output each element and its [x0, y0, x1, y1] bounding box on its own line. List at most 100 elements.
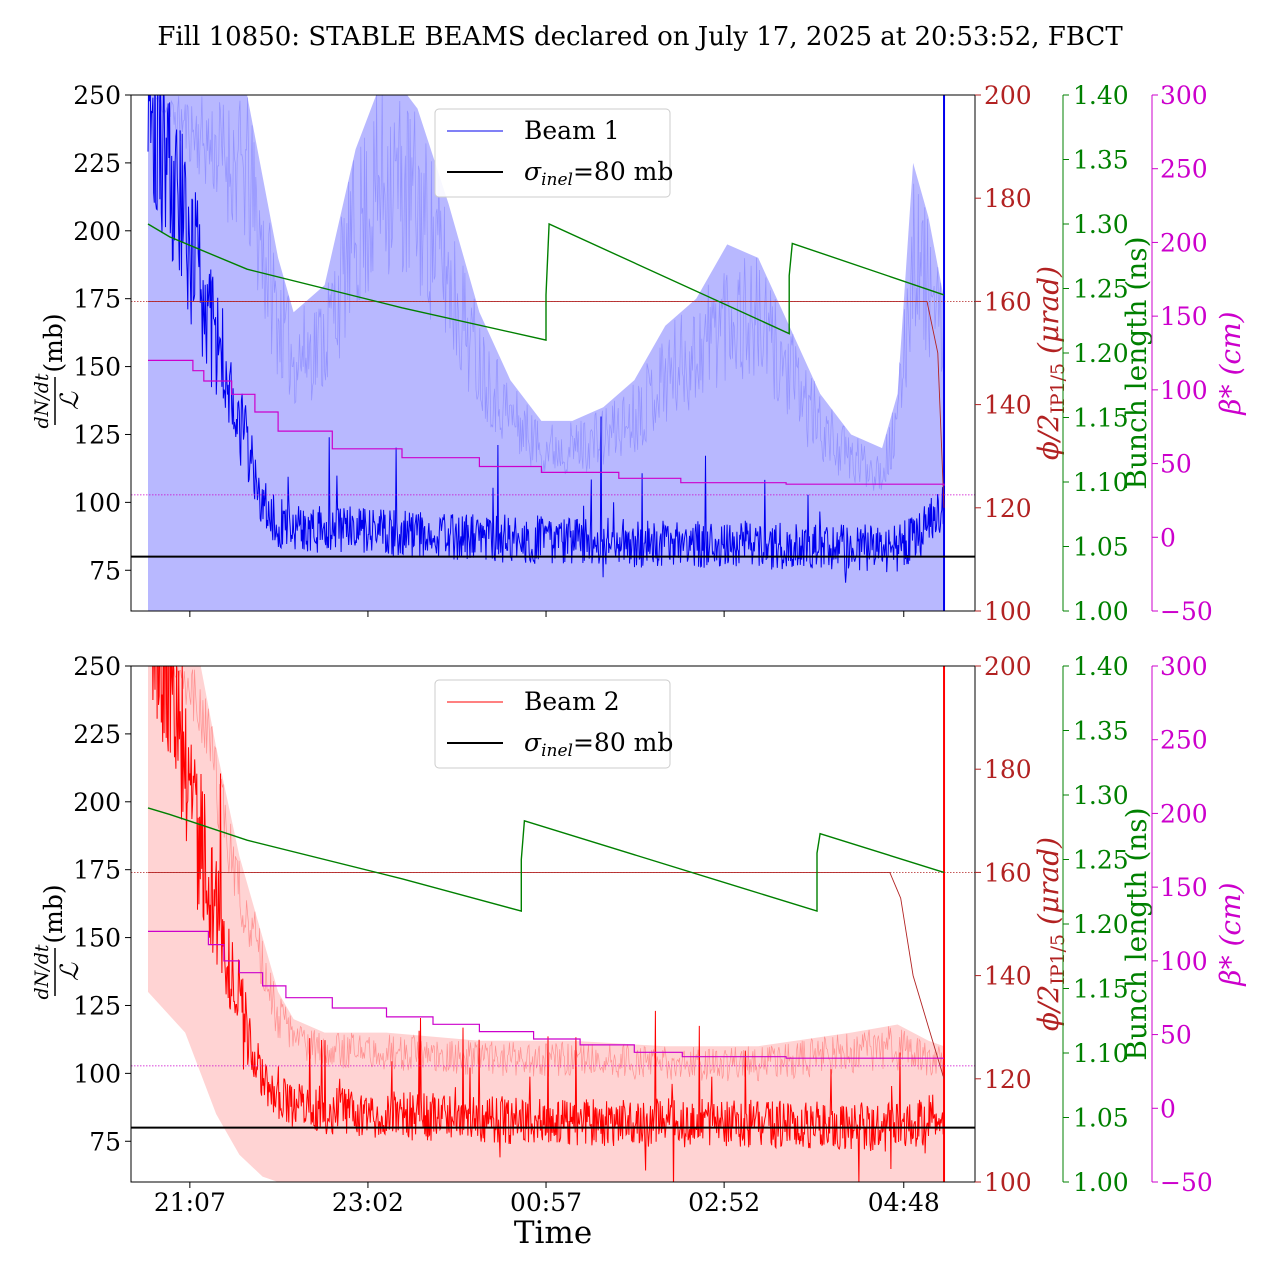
- series-beam1: [147, 95, 945, 583]
- phi-tick-label: 200: [984, 652, 1032, 681]
- panel-beam1: 75 100 125 150 175 200 225 250 dN/dt ℒ (mb) 100 120 1…: [31, 81, 1247, 626]
- phi-axis-label-beam2: ϕ/2IP1/5 (μrad): [1032, 837, 1069, 1031]
- bunch-axis-label-beam2: Bunch length (ns): [1120, 807, 1153, 1060]
- left-tick-label: 75: [89, 556, 121, 585]
- bunch-tick-label: 1.20: [1073, 339, 1129, 368]
- beta-tick-label: 50: [1160, 450, 1192, 479]
- beta-tick-label: 300: [1160, 652, 1208, 681]
- left-tick-label: 100: [73, 1059, 121, 1088]
- bunch-tick-label: 1.05: [1073, 1104, 1129, 1133]
- series-beam2: [152, 666, 945, 1182]
- beta-tick-label: 300: [1160, 81, 1208, 110]
- bunch-tick-label: 1.00: [1073, 1168, 1129, 1197]
- bunch-tick-label: 1.35: [1073, 717, 1129, 746]
- left-axis-label-numerator: dN/dt: [31, 944, 53, 999]
- phi-line-beam2: [148, 871, 945, 1079]
- x-tick-label: 02:52: [688, 1188, 760, 1217]
- phi-tick-label: 180: [984, 755, 1032, 784]
- beta-star-line-beam2: [148, 930, 944, 1059]
- x-tick-label: 21:07: [154, 1188, 226, 1217]
- phi-tick-label: 100: [984, 1168, 1032, 1197]
- left-axis-label-beam1: dN/dt ℒ (mb): [31, 313, 84, 428]
- beta-star-line-beam1: [148, 359, 945, 486]
- phi-tick-label: 120: [984, 494, 1032, 523]
- left-tick-label: 175: [73, 856, 121, 885]
- phi-axis-label-beam1: ϕ/2IP1/5 (μrad): [1032, 266, 1069, 460]
- bunch-tick-label: 1.40: [1073, 652, 1129, 681]
- left-tick-label: 125: [73, 991, 121, 1020]
- left-tick-label: 225: [73, 720, 121, 749]
- x-tick-label: 23:02: [332, 1188, 404, 1217]
- beta-tick-label: −50: [1160, 1168, 1213, 1197]
- left-tick-label: 200: [73, 788, 121, 817]
- beta-tick-label: 150: [1160, 873, 1208, 902]
- left-tick-label: 100: [73, 488, 121, 517]
- bunch-tick-label: 1.15: [1073, 975, 1129, 1004]
- phi-tick-label: 140: [984, 962, 1032, 991]
- beta-tick-label: 0: [1160, 523, 1176, 552]
- beta-tick-label: 150: [1160, 302, 1208, 331]
- left-tick-label: 250: [73, 652, 121, 681]
- band-trace-beam2: [169, 666, 944, 1082]
- phi-tick-label: 160: [984, 858, 1032, 887]
- left-tick-label: 150: [73, 924, 121, 953]
- legend-label-beam: Beam 2: [524, 687, 620, 716]
- left-tick-label: 150: [73, 353, 121, 382]
- beta-tick-label: 200: [1160, 228, 1208, 257]
- x-tick-label: 04:48: [868, 1188, 940, 1217]
- panel-beam2: 75 100 125 150 175 200 225 250 dN/dt ℒ (mb) 100 120 1…: [31, 652, 1247, 1217]
- left-axis-label-numerator: dN/dt: [31, 373, 53, 428]
- phi-tick-label: 180: [984, 184, 1032, 213]
- bunch-tick-label: 1.10: [1073, 1039, 1129, 1068]
- x-axis-label: Time: [514, 1215, 592, 1251]
- bunch-axis-label-beam1: Bunch length (ns): [1120, 236, 1153, 489]
- beta-tick-label: 250: [1160, 155, 1208, 184]
- left-axis-label-denominator: ℒ: [55, 962, 84, 981]
- bunch-tick-label: 1.35: [1073, 146, 1129, 175]
- plot-frame-beam1: [130, 94, 976, 612]
- bunch-length-line-beam1: [147, 222, 945, 341]
- chart-title: Fill 10850: STABLE BEAMS declared on Jul…: [157, 22, 1123, 52]
- bunch-tick-label: 1.15: [1073, 404, 1129, 433]
- left-tick-label: 75: [89, 1127, 121, 1156]
- beta-tick-label: 100: [1160, 947, 1208, 976]
- legend-label-sigma: σinel=80 mb: [524, 728, 673, 761]
- left-axis-label-beam2: dN/dt ℒ (mb): [31, 884, 84, 999]
- x-tick-label: 00:57: [510, 1188, 582, 1217]
- bunch-tick-label: 1.20: [1073, 910, 1129, 939]
- phi-tick-label: 160: [984, 287, 1032, 316]
- phi-tick-label: 140: [984, 391, 1032, 420]
- bunch-tick-label: 1.00: [1073, 597, 1129, 626]
- beta-tick-label: 250: [1160, 726, 1208, 755]
- phi-tick-label: 200: [984, 81, 1032, 110]
- left-tick-label: 250: [73, 81, 121, 110]
- left-axis-label-unit: (mb): [39, 313, 68, 372]
- beta-tick-label: 100: [1160, 376, 1208, 405]
- legend-label-beam: Beam 1: [524, 116, 620, 145]
- legend-beam1: Beam 1 σinel=80 mb: [434, 108, 673, 198]
- beta-axis-label-beam2: β* (cm): [1214, 882, 1247, 986]
- bunch-tick-label: 1.30: [1073, 781, 1129, 810]
- left-tick-label: 225: [73, 149, 121, 178]
- bunch-tick-label: 1.05: [1073, 533, 1129, 562]
- beta-axis-label-beam1: β* (cm): [1214, 311, 1247, 415]
- left-tick-label: 125: [73, 420, 121, 449]
- beta-tick-label: 0: [1160, 1094, 1176, 1123]
- beta-tick-label: 200: [1160, 799, 1208, 828]
- left-tick-label: 175: [73, 285, 121, 314]
- bunch-tick-label: 1.40: [1073, 81, 1129, 110]
- bunch-tick-label: 1.10: [1073, 468, 1129, 497]
- legend-label-sigma: σinel=80 mb: [524, 157, 673, 190]
- band-trace-beam1: [152, 95, 944, 491]
- legend-beam2: Beam 2 σinel=80 mb: [434, 679, 673, 769]
- beta-tick-label: 50: [1160, 1021, 1192, 1050]
- left-axis-label-denominator: ℒ: [55, 391, 84, 410]
- left-axis-label-unit: (mb): [39, 884, 68, 943]
- bunch-tick-label: 1.25: [1073, 846, 1129, 875]
- plot-frame-beam2: [130, 665, 976, 1183]
- bunch-tick-label: 1.30: [1073, 210, 1129, 239]
- phi-tick-label: 120: [984, 1065, 1032, 1094]
- left-tick-label: 200: [73, 217, 121, 246]
